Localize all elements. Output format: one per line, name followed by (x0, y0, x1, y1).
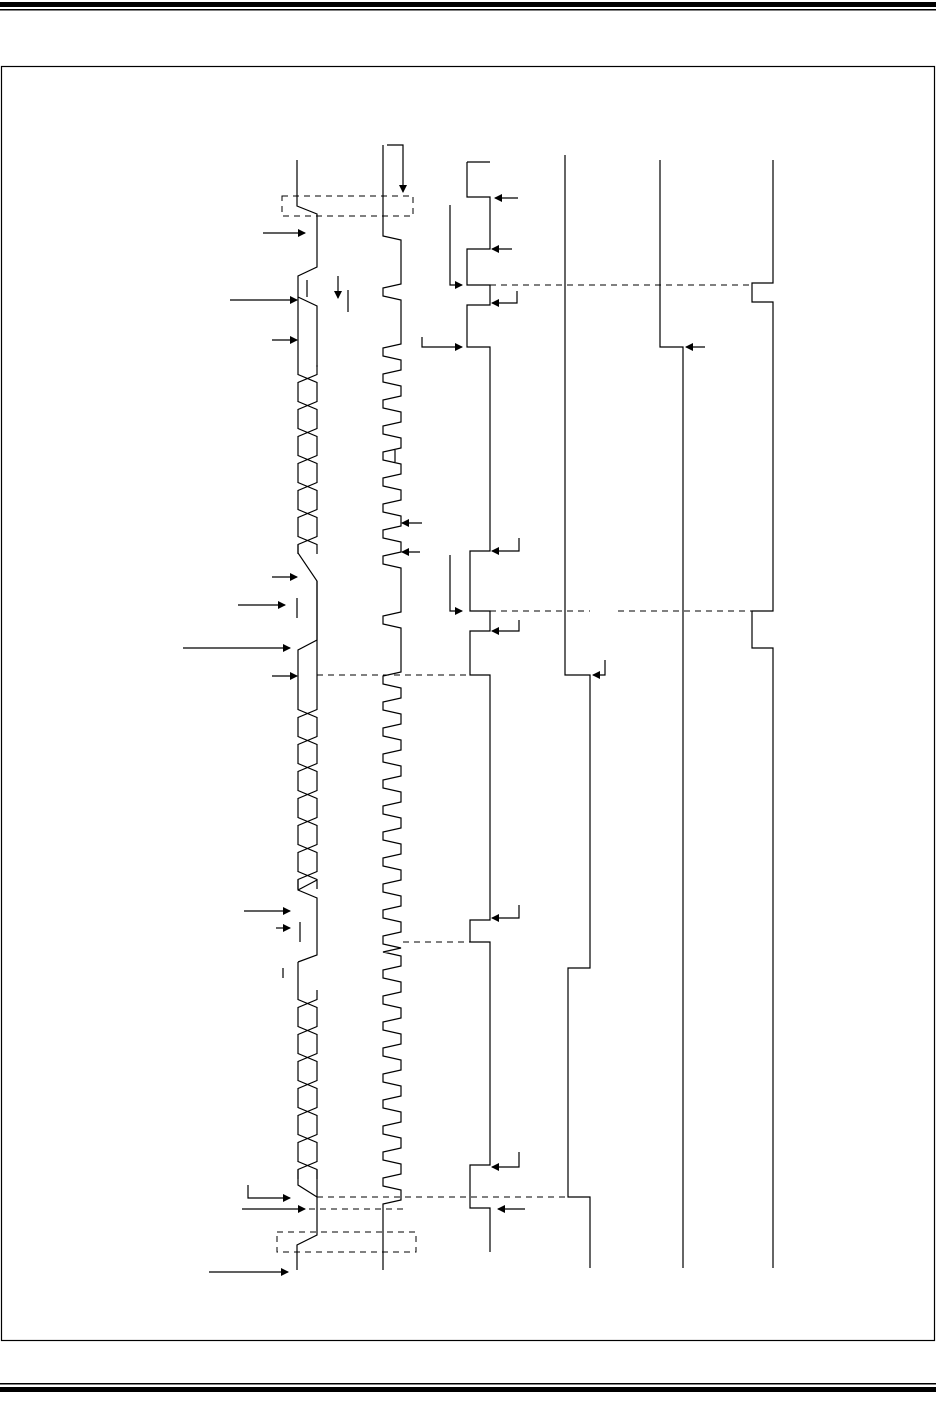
data-bus-cell (297, 1071, 318, 1098)
arrow-icon (421, 337, 463, 351)
signal-3-line (466, 162, 491, 1252)
data-line-edge (297, 296, 318, 367)
data-bus-cell (297, 365, 318, 392)
data-bus-cell (297, 392, 318, 419)
data-bus-cell (297, 835, 318, 862)
data-bus-cell (297, 781, 318, 808)
clock-line (382, 145, 402, 1270)
data-bus-cell (297, 527, 318, 554)
data-bus-cell (297, 1017, 318, 1044)
data-bus-cell (297, 1125, 318, 1152)
header-rule (0, 2, 936, 11)
data-line-end (297, 1170, 318, 1198)
data-line-edge (297, 880, 318, 963)
data-line-end (296, 1170, 318, 1270)
signal-4-line (564, 155, 591, 1268)
arrow-icon (387, 144, 407, 193)
data-bus-cell (297, 727, 318, 754)
arrow-icon (449, 555, 463, 615)
data-bus-cell (297, 754, 318, 781)
data-bus-cell (297, 500, 318, 527)
figure-frame (0, 65, 936, 1342)
arrow-icon (491, 620, 520, 635)
arrow-icon (449, 205, 463, 289)
dashed-box (281, 195, 414, 217)
data-bus-cell (297, 990, 318, 1017)
signal-6-line (751, 160, 774, 1268)
arrow-icon (491, 538, 520, 555)
data-bus-cell (297, 1098, 318, 1125)
data-bus-cell (297, 1152, 318, 1179)
data-line-start (296, 160, 318, 305)
arrow-icon (491, 291, 518, 307)
arrow-icon (247, 1185, 291, 1202)
data-bus-cell (297, 419, 318, 446)
data-bus-cell (297, 446, 318, 473)
dashed-box (276, 1231, 417, 1253)
data-bus-cell (297, 1044, 318, 1071)
signal-5-line (659, 160, 684, 1268)
arrow-icon (491, 1152, 520, 1171)
arrow-icon (491, 905, 520, 922)
arrow-icon (592, 660, 606, 679)
data-bus-cell (297, 473, 318, 500)
footer-rule (0, 1383, 936, 1392)
data-line-edge (297, 879, 318, 891)
data-bus-cell (297, 808, 318, 835)
data-line-edge (297, 545, 318, 700)
data-bus-cell (297, 700, 318, 727)
